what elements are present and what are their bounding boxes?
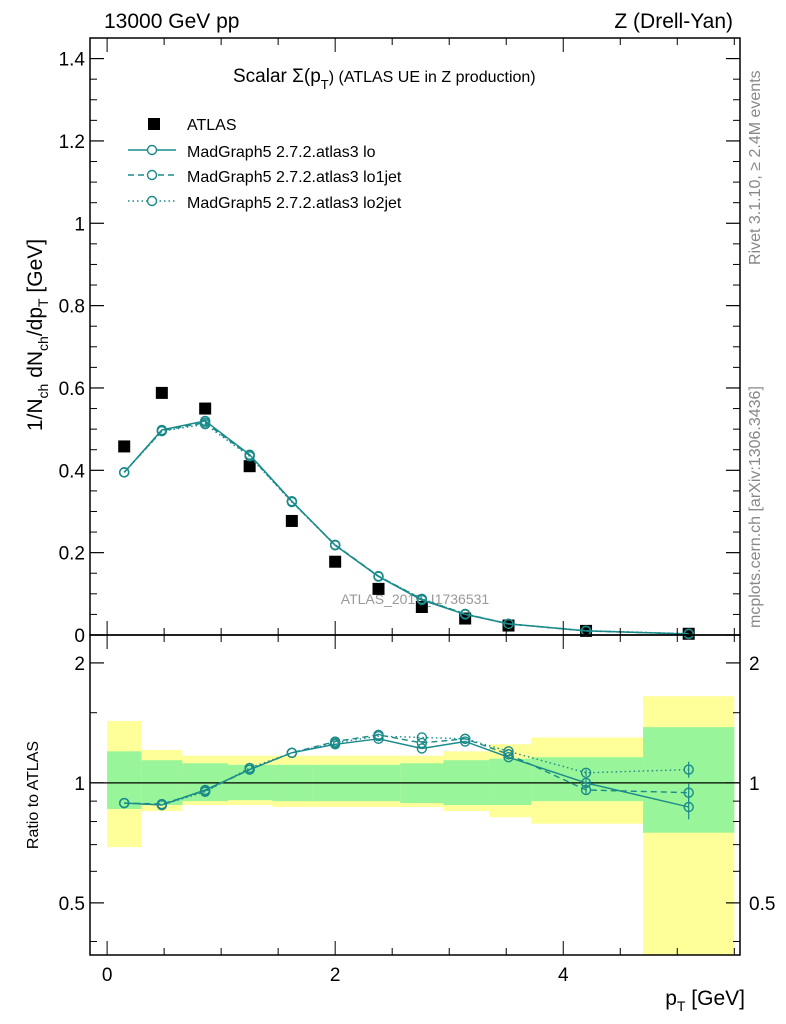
ratio-point-dotted bbox=[244, 762, 255, 774]
legend-marker-dotted bbox=[146, 195, 158, 207]
ratio-point-solid bbox=[683, 801, 694, 813]
ratio-point-dotted bbox=[286, 747, 298, 758]
mc-point-dotted bbox=[373, 571, 384, 582]
main-ytick-label: 0.4 bbox=[59, 461, 86, 482]
ratio-xtick-label: 4 bbox=[558, 965, 569, 986]
ratio-point-dotted bbox=[459, 733, 471, 745]
ratio-point-dotted bbox=[373, 730, 384, 742]
atlas-data-point bbox=[243, 460, 256, 473]
mc-point-dotted bbox=[416, 593, 428, 604]
ratio-point-dotted bbox=[199, 786, 211, 797]
legend-marker-solid bbox=[146, 144, 158, 156]
atlas-data-point bbox=[285, 514, 298, 527]
mc-point-dotted bbox=[503, 618, 514, 630]
ratio-ytick-label: 2 bbox=[74, 654, 85, 675]
ratio-point-dashed bbox=[416, 737, 428, 749]
ratio-point-solid bbox=[416, 743, 428, 754]
legend-mc-markers bbox=[128, 144, 176, 207]
mc-point-dotted bbox=[683, 628, 694, 639]
ratio-xtick-label: 0 bbox=[102, 965, 113, 986]
ratio-ytick-label-right: 0.5 bbox=[749, 894, 775, 915]
atlas-data-point bbox=[329, 555, 342, 568]
mc-point-dotted bbox=[329, 540, 341, 551]
ratio-ytick-label-right: 2 bbox=[749, 654, 760, 675]
svg-text:1/Nch dNch/dpT [GeV]: 1/Nch dNch/dpT [GeV] bbox=[24, 239, 51, 431]
mcplots-label: mcplots.cern.ch [arXiv:1306.3436] bbox=[747, 386, 764, 628]
mc-line-dashed bbox=[123, 421, 689, 635]
main-ytick-label: 1.2 bbox=[59, 132, 85, 153]
mc-point-dotted bbox=[286, 496, 298, 508]
ratio-ytick-label-right: 1 bbox=[749, 774, 760, 795]
atlas-data-point bbox=[155, 386, 168, 399]
ratio-band-inner bbox=[107, 751, 142, 810]
mc-point-dotted bbox=[244, 451, 255, 462]
ratio-band-inner bbox=[489, 758, 532, 806]
main-ytick-label: 1.4 bbox=[59, 50, 86, 71]
main-series bbox=[118, 386, 695, 640]
ratio-point-dotted bbox=[119, 797, 130, 809]
ratio-series bbox=[119, 729, 694, 820]
mc-point-dotted bbox=[459, 608, 471, 620]
legend-atlas-marker bbox=[148, 118, 160, 130]
ratio-xtick-label: 2 bbox=[330, 965, 341, 986]
main-ytick-label: 0.2 bbox=[59, 544, 85, 565]
ratio-point-dotted bbox=[329, 737, 341, 749]
ratio-point-dotted bbox=[156, 799, 168, 811]
ratio-frame bbox=[89, 634, 741, 956]
ratio-point-solid bbox=[503, 752, 514, 763]
ratio-xlabel: pT [GeV] bbox=[665, 987, 745, 1014]
ratio-point-solid bbox=[459, 736, 471, 747]
ratio-point-dotted bbox=[416, 732, 428, 743]
header-left: 13000 GeV pp bbox=[104, 10, 239, 33]
mc-point-dotted bbox=[199, 418, 211, 430]
mc-point-dotted bbox=[119, 467, 130, 478]
legend-label-3: MadGraph5 2.7.2.atlas3 lo2jet bbox=[187, 195, 402, 212]
atlas-data-point bbox=[199, 402, 212, 415]
ratio-bands bbox=[90, 696, 740, 955]
legend-label-2: MadGraph5 2.7.2.atlas3 lo1jet bbox=[187, 169, 402, 186]
ratio-ytick-label: 1 bbox=[74, 774, 85, 795]
main-ytick-label: 0.8 bbox=[59, 297, 85, 318]
ratio-point-dotted bbox=[503, 746, 514, 757]
ratio-point-dotted bbox=[683, 764, 694, 775]
mc-point-dotted bbox=[156, 425, 168, 437]
ratio-point-dotted bbox=[580, 767, 592, 779]
ratio-ylabel: Ratio to ATLAS bbox=[25, 741, 42, 849]
atlas-data-point bbox=[372, 582, 385, 595]
rivet-label: Rivet 3.1.10, ≥ 2.4M events bbox=[747, 70, 764, 265]
ratio-axes: 0.5 0.5 1 1 2 2 0 2 4 bbox=[59, 635, 775, 986]
legend-label-1: MadGraph5 2.7.2.atlas3 lo bbox=[187, 144, 376, 161]
ratio-line-dashed bbox=[124, 734, 689, 805]
main-ytick-label: 0.6 bbox=[59, 379, 85, 400]
main-ytick-label: 0 bbox=[74, 626, 85, 647]
main-axes: 0 0.2 0.4 0.6 0.8 1 1.2 1.4 bbox=[59, 38, 740, 647]
main-title: Scalar Σ(pT) (ATLAS UE in Z production) bbox=[233, 66, 536, 92]
main-ytick-label: 1 bbox=[74, 214, 85, 235]
legend: ATLAS MadGraph5 2.7.2.atlas3 lo MadGraph… bbox=[128, 117, 402, 212]
legend-marker-dashed bbox=[146, 169, 158, 181]
ratio-point-dashed bbox=[503, 749, 514, 760]
atlas-data-point bbox=[118, 440, 131, 453]
ratio-point-dashed bbox=[683, 787, 694, 798]
header-right: Z (Drell-Yan) bbox=[614, 10, 733, 33]
main-ylabel: 1/Nch dNch/dpT [GeV] bbox=[24, 239, 51, 431]
ratio-ytick-label: 0.5 bbox=[59, 894, 85, 915]
ratio-point-dashed bbox=[580, 784, 592, 796]
ratio-point-solid bbox=[373, 733, 384, 745]
analysis-watermark: ATLAS_2019_I1736531 bbox=[341, 591, 490, 607]
legend-label-0: ATLAS bbox=[187, 117, 237, 134]
